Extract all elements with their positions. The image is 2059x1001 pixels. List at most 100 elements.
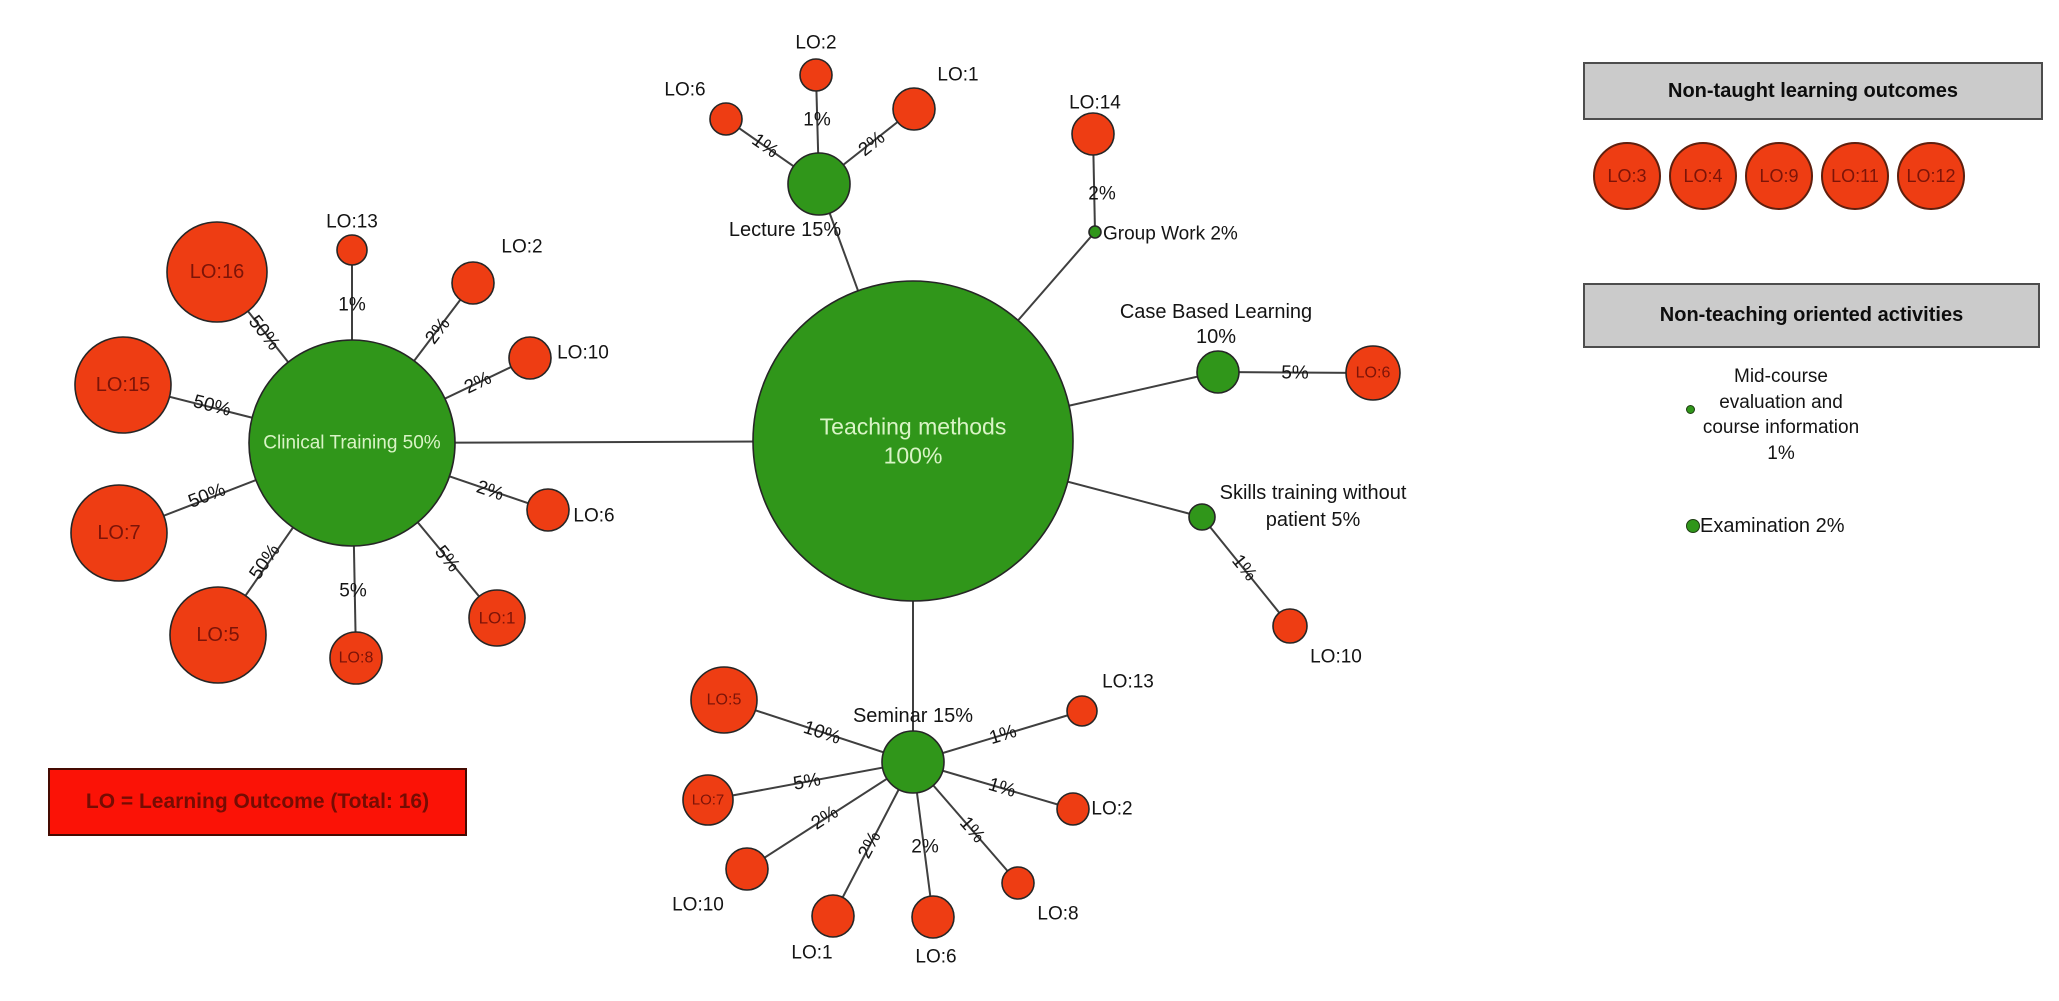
non-taught-circles-row: LO:3 LO:4 LO:9 LO:11 LO:12 [1593, 142, 1965, 210]
diagram-title-2-line-0: Case Based Learning [1120, 301, 1312, 323]
node-case [1196, 350, 1240, 394]
node-lecture [787, 152, 851, 216]
node-c6 [526, 488, 570, 532]
node-label-teaching: Teaching methods [820, 414, 1007, 440]
free-label-15: LO:13 [1102, 672, 1154, 693]
link-label-case-cb6: 5% [1281, 362, 1309, 383]
free-label-7: LO:14 [1069, 93, 1121, 114]
midcourse-line-3: course information [1702, 417, 1860, 438]
free-label-6: LO:1 [937, 65, 978, 86]
legend-box: LO = Learning Outcome (Total: 16) [48, 768, 467, 836]
diagram-title-2-line-1: 10% [1196, 326, 1236, 348]
link-label-clinical-c7: 50% [185, 479, 228, 512]
node-lo14 [1071, 112, 1115, 156]
node-groupwork [1088, 225, 1102, 239]
node-le6 [709, 102, 743, 136]
link-label-seminar-se2: 1% [986, 774, 1018, 802]
link-label-seminar-se1: 2% [854, 828, 885, 862]
free-label-13: LO:8 [1037, 904, 1078, 925]
node-sk10 [1272, 608, 1308, 644]
examination-dot-icon [1686, 519, 1700, 533]
non-teaching-panel-header: Non-teaching oriented activities [1583, 283, 2040, 348]
link-label-clinical-c10: 2% [461, 368, 495, 399]
node-c5 [169, 586, 267, 684]
free-label-8: Group Work 2% [1103, 224, 1238, 245]
node-c7 [70, 484, 168, 582]
non-taught-circle-lo-3: LO:3 [1593, 142, 1661, 210]
non-taught-title: Non-taught learning outcomes [1668, 79, 1958, 102]
node-label-c16: LO:16 [190, 261, 244, 283]
node-label-se7: LO:7 [692, 792, 725, 809]
link-label-clinical-c15: 50% [191, 391, 233, 421]
non-taught-circle-lo-4: LO:4 [1669, 142, 1737, 210]
link-skills-sk10 [1201, 516, 1291, 627]
node-c2 [451, 261, 495, 305]
free-label-4: LO:6 [664, 80, 705, 101]
node-se1 [811, 894, 855, 938]
link-label-seminar-se13: 1% [987, 721, 1019, 749]
non-teaching-title: Non-teaching oriented activities [1659, 304, 1964, 326]
node-label-clinical: Clinical Training 50% [263, 433, 441, 454]
midcourse-line-2: evaluation and [1719, 391, 1843, 413]
link-label-groupwork-lo14: 2% [1088, 184, 1116, 205]
link-label-clinical-c13: 1% [338, 295, 366, 316]
link-label-seminar-se8: 1% [955, 813, 989, 848]
free-label-3: LO:6 [573, 506, 614, 527]
link-label-lecture-le6: 1% [748, 130, 783, 163]
legend-text: LO = Learning Outcome (Total: 16) [85, 790, 430, 813]
node-teaching [752, 280, 1074, 602]
midcourse-line-1: Mid-course [1734, 366, 1828, 387]
node-label-c5: LO:5 [196, 624, 239, 646]
node-c1 [468, 589, 526, 647]
free-label-10: LO:10 [672, 895, 724, 916]
node-se13 [1066, 695, 1098, 727]
non-taught-panel-header: Non-taught learning outcomes [1583, 62, 2043, 120]
midcourse-line-4: 1% [1767, 442, 1795, 464]
free-label-2: LO:10 [557, 343, 609, 364]
midcourse-label: Mid-course evaluation and course informa… [1693, 364, 1869, 466]
node-label-c15: LO:15 [96, 374, 150, 396]
midcourse-dot-icon [1686, 405, 1695, 414]
node-label-se5: LO:5 [707, 692, 742, 709]
node-c13 [336, 234, 368, 266]
node-se5 [690, 666, 758, 734]
node-label-c7: LO:7 [97, 522, 140, 544]
node-se7 [682, 774, 734, 826]
node-c15 [74, 336, 172, 434]
link-label-clinical-c8: 5% [339, 581, 367, 602]
node-c16 [166, 221, 268, 323]
free-label-0: LO:13 [326, 212, 378, 233]
non-taught-circle-lo-9: LO:9 [1745, 142, 1813, 210]
link-label-seminar-se7: 5% [792, 769, 823, 795]
link-label-lecture-le2: 1% [803, 110, 831, 131]
node-c10 [508, 336, 552, 380]
diagram-title-3-line-1: patient 5% [1266, 509, 1361, 531]
diagram-title-0-line-0: Lecture 15% [729, 219, 842, 241]
free-label-5: LO:2 [795, 33, 836, 54]
node-label-c8: LO:8 [339, 650, 374, 667]
node-label-cb6: LO:6 [1356, 365, 1391, 382]
link-label-seminar-se5: 10% [801, 717, 844, 749]
node-clinical [248, 339, 456, 547]
free-label-12: LO:6 [915, 947, 956, 968]
examination-label: Examination 2% [1700, 515, 1845, 537]
link-seminar-se10 [746, 761, 914, 870]
free-label-11: LO:1 [791, 943, 832, 964]
free-label-1: LO:2 [501, 237, 542, 258]
link-label-seminar-se6: 2% [911, 837, 939, 858]
node-le2 [799, 58, 833, 92]
node-label-teaching: 100% [884, 443, 943, 469]
node-seminar [881, 730, 945, 794]
link-label-clinical-c6: 2% [474, 477, 507, 506]
node-se8 [1001, 866, 1035, 900]
non-taught-circle-lo-12: LO:12 [1897, 142, 1965, 210]
node-se6 [911, 895, 955, 939]
diagram-title-1-line-0: Seminar 15% [853, 705, 973, 727]
node-se10 [725, 847, 769, 891]
node-cb6 [1345, 345, 1401, 401]
node-se2 [1056, 792, 1090, 826]
diagram-title-3-line-0: Skills training without [1220, 482, 1407, 504]
node-c8 [329, 631, 383, 685]
